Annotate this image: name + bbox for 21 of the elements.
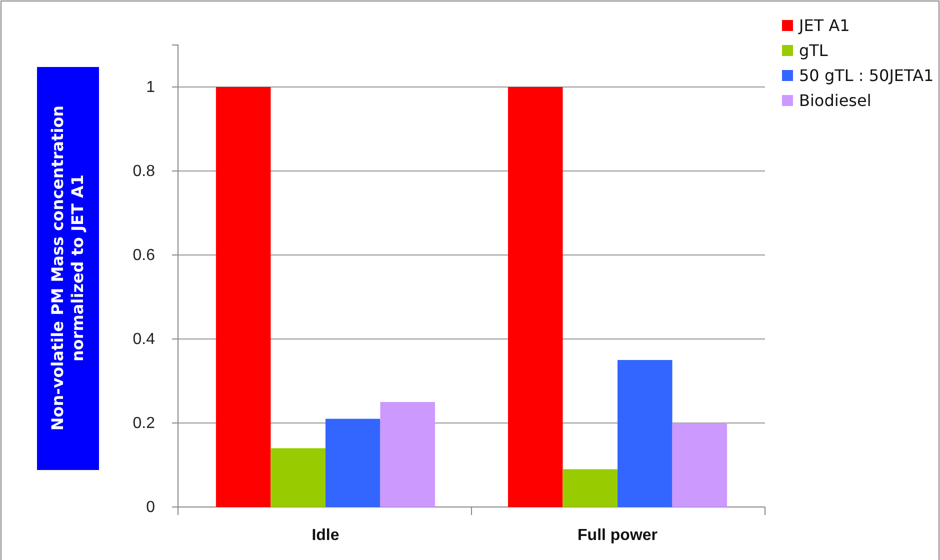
y-tick-label: 0.4 xyxy=(132,331,156,348)
bar xyxy=(672,423,728,507)
bar xyxy=(216,87,271,507)
legend-label: Biodiesel xyxy=(799,91,872,110)
x-tick-label: Full power xyxy=(578,527,658,544)
legend-label: gTL xyxy=(799,41,828,60)
y-tick-label: 1 xyxy=(146,79,156,96)
x-tick-label: Idle xyxy=(312,527,340,544)
bar xyxy=(508,87,563,507)
y-tick-label: 0.2 xyxy=(132,415,156,432)
bar xyxy=(325,418,380,507)
legend-label: JET A1 xyxy=(798,16,850,35)
y-tick-label: 0.6 xyxy=(132,247,156,264)
y-axis-title: Non-volatile PM Mass concentration normalized to JET A1 xyxy=(48,105,87,431)
bar xyxy=(380,402,435,507)
y-tick-label: 0 xyxy=(146,499,156,516)
bar xyxy=(562,469,618,507)
legend-label: 50 gTL : 50JETA1 xyxy=(799,66,934,85)
y-tick-label: 0.8 xyxy=(132,163,156,180)
bar xyxy=(270,448,326,507)
bar xyxy=(618,360,672,507)
